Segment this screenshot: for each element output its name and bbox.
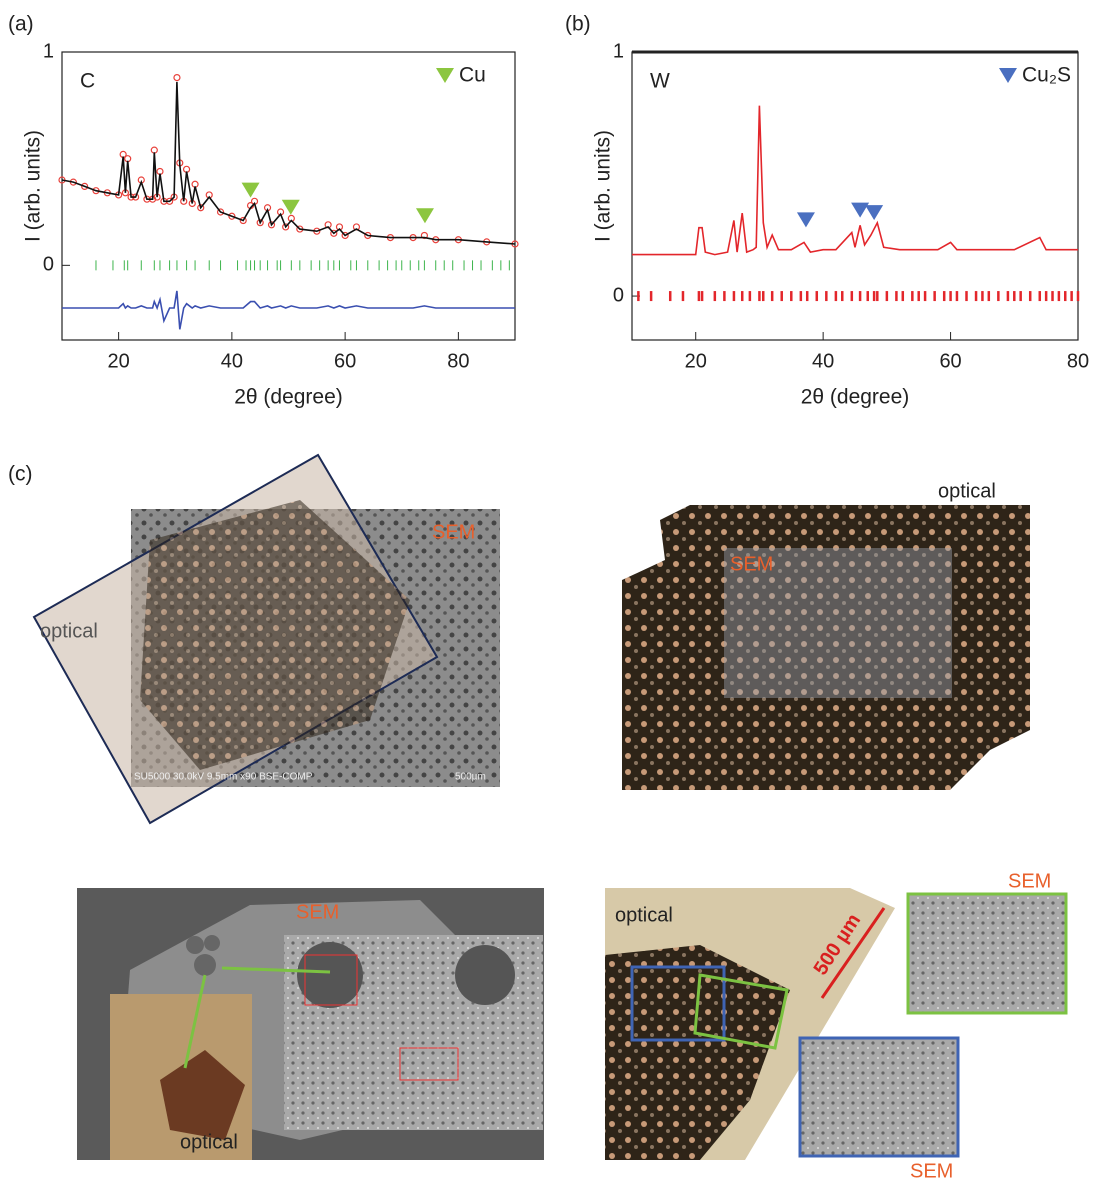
optical-label: optical bbox=[615, 904, 673, 926]
x-axis-label: 2θ (degree) bbox=[234, 386, 343, 409]
sem-label: SEM bbox=[910, 1160, 953, 1182]
phase-marker bbox=[865, 205, 883, 220]
y-axis-label: I (arb. units) bbox=[592, 130, 615, 242]
pattern-line bbox=[632, 106, 1078, 255]
sem-inset bbox=[908, 894, 1066, 1013]
x-tick-label: 40 bbox=[221, 350, 243, 372]
x-axis-label: 2θ (degree) bbox=[801, 386, 910, 409]
y-tick-label: 0 bbox=[613, 284, 624, 306]
sem-label: SEM bbox=[432, 521, 475, 543]
x-tick-label: 40 bbox=[812, 350, 834, 372]
optical-label: optical bbox=[938, 480, 996, 502]
grain bbox=[455, 945, 515, 1005]
plot-frame bbox=[62, 52, 515, 340]
panel-label: (b) bbox=[565, 13, 591, 36]
x-tick-label: 20 bbox=[685, 350, 707, 372]
phase-marker bbox=[416, 208, 434, 223]
legend-label: Cu₂S bbox=[1022, 64, 1071, 87]
x-tick-label: 60 bbox=[939, 350, 961, 372]
phase-marker bbox=[851, 203, 869, 218]
panel-label: (c) bbox=[8, 463, 33, 486]
optical-label: optical bbox=[180, 1131, 238, 1153]
phase-marker bbox=[282, 200, 300, 215]
charts: (a) C 20 40 60 80 0 1 2θ (degree) I (arb. units) C… bbox=[8, 13, 1089, 409]
y-tick-label: 1 bbox=[43, 40, 54, 62]
sample-label: C bbox=[80, 70, 95, 93]
x-tick-label: 60 bbox=[334, 350, 356, 372]
grain bbox=[297, 942, 363, 1008]
sample-label: W bbox=[650, 70, 670, 93]
sem-label: SEM bbox=[296, 901, 339, 923]
y-axis-label: I (arb. units) bbox=[22, 130, 45, 242]
phase-marker bbox=[242, 183, 260, 198]
legend-marker bbox=[436, 68, 454, 83]
data-point bbox=[174, 75, 180, 81]
y-tick-label: 1 bbox=[613, 40, 624, 62]
sem-label: SEM bbox=[730, 553, 773, 575]
panel-label: (a) bbox=[8, 13, 34, 36]
sem-label: SEM bbox=[1008, 870, 1051, 892]
phase-marker bbox=[797, 212, 815, 227]
data-point bbox=[151, 147, 157, 153]
scale-label: 500µm bbox=[455, 772, 486, 783]
y-tick-label: 0 bbox=[43, 254, 54, 276]
legend-marker bbox=[999, 68, 1017, 83]
x-tick-label: 80 bbox=[1067, 350, 1089, 372]
sem-inset bbox=[800, 1038, 958, 1156]
optical-label: optical bbox=[40, 620, 98, 642]
pattern-line bbox=[62, 291, 515, 329]
figure: (a) C 20 40 60 80 0 1 2θ (degree) I (arb. units) C… bbox=[0, 0, 1099, 1189]
legend-label: Cu bbox=[459, 64, 486, 87]
x-tick-label: 80 bbox=[447, 350, 469, 372]
x-tick-label: 20 bbox=[108, 350, 130, 372]
sem-caption: SU5000 30.0kV 9.5mm x90 BSE-COMP bbox=[134, 772, 313, 783]
